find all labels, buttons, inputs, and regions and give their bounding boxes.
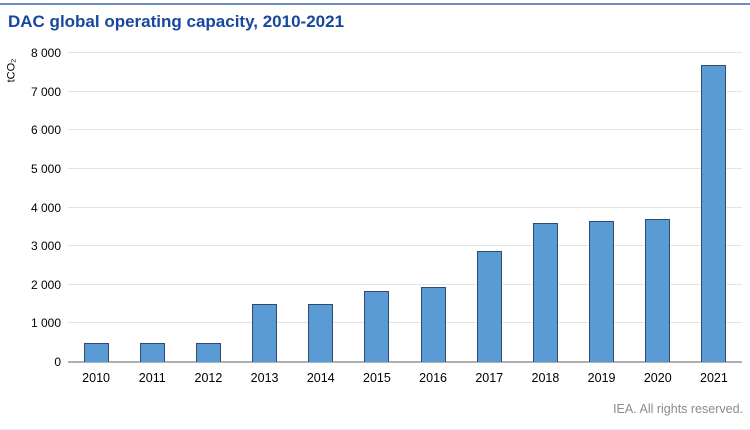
bar-2021 bbox=[701, 64, 727, 362]
gridline-2000 bbox=[68, 283, 742, 285]
x-axis-labels: 2010 2011 2012 2013 2014 2015 2016 2017 2018 2019… bbox=[68, 371, 742, 387]
x-tick-label-2010: 2010 bbox=[82, 371, 110, 385]
bar-2012 bbox=[195, 342, 221, 362]
bar-2017 bbox=[476, 251, 502, 362]
bar-2013 bbox=[252, 304, 278, 362]
y-tick-label-6000: 6 000 bbox=[30, 123, 61, 138]
y-tick-label-2000: 2 000 bbox=[30, 277, 61, 292]
plot-area bbox=[68, 52, 742, 363]
y-tick-label-1000: 1 000 bbox=[30, 316, 61, 331]
y-tick-label-0: 0 bbox=[54, 355, 61, 369]
gridline-8000 bbox=[68, 52, 742, 53]
bar-2015 bbox=[364, 290, 390, 362]
x-tick-label-2014: 2014 bbox=[306, 371, 335, 385]
y-tick-label-3000: 3 000 bbox=[30, 239, 61, 254]
gridlines bbox=[68, 52, 742, 363]
gridline-1000 bbox=[68, 322, 742, 324]
gridline-7000 bbox=[68, 90, 742, 92]
bar-2010 bbox=[83, 342, 109, 362]
copyright-note: IEA. All rights reserved. bbox=[613, 402, 743, 416]
y-tick-label-5000: 5 000 bbox=[30, 161, 61, 176]
x-tick-label-2012: 2012 bbox=[194, 371, 223, 385]
x-tick-label-2019: 2019 bbox=[587, 371, 616, 385]
y-axis-labels: 0 1 000 2 000 3 000 4 000 5 000 6 000 7 000 8 00… bbox=[0, 47, 61, 368]
x-axis-line bbox=[68, 361, 742, 363]
x-tick-label-2020: 2020 bbox=[643, 371, 672, 385]
y-tick-label-7000: 7 000 bbox=[30, 84, 61, 99]
bar-2011 bbox=[139, 342, 165, 362]
bar-2016 bbox=[420, 286, 446, 362]
gridline-3000 bbox=[68, 245, 742, 247]
bar-2014 bbox=[308, 304, 334, 362]
bar-2020 bbox=[645, 218, 671, 362]
bars bbox=[68, 53, 742, 362]
top-rule bbox=[0, 3, 750, 5]
bar-2018 bbox=[532, 222, 558, 362]
x-tick-label-2015: 2015 bbox=[363, 371, 391, 385]
x-tick-label-2017: 2017 bbox=[475, 371, 504, 385]
x-tick-label-2013: 2013 bbox=[250, 371, 279, 385]
gridline-4000 bbox=[68, 206, 742, 208]
x-tick-label-2011: 2011 bbox=[138, 371, 166, 385]
chart-title: DAC global operating capacity, 2010-2021 bbox=[8, 12, 345, 31]
x-tick-label-2018: 2018 bbox=[531, 371, 560, 385]
y-tick-label-8000: 8 000 bbox=[30, 46, 61, 60]
y-tick-label-4000: 4 000 bbox=[30, 200, 61, 215]
gridline-6000 bbox=[68, 129, 742, 131]
x-tick-label-2021: 2021 bbox=[700, 371, 728, 385]
bar-2019 bbox=[589, 220, 615, 362]
gridline-5000 bbox=[68, 167, 742, 169]
x-tick-label-2016: 2016 bbox=[419, 371, 447, 385]
